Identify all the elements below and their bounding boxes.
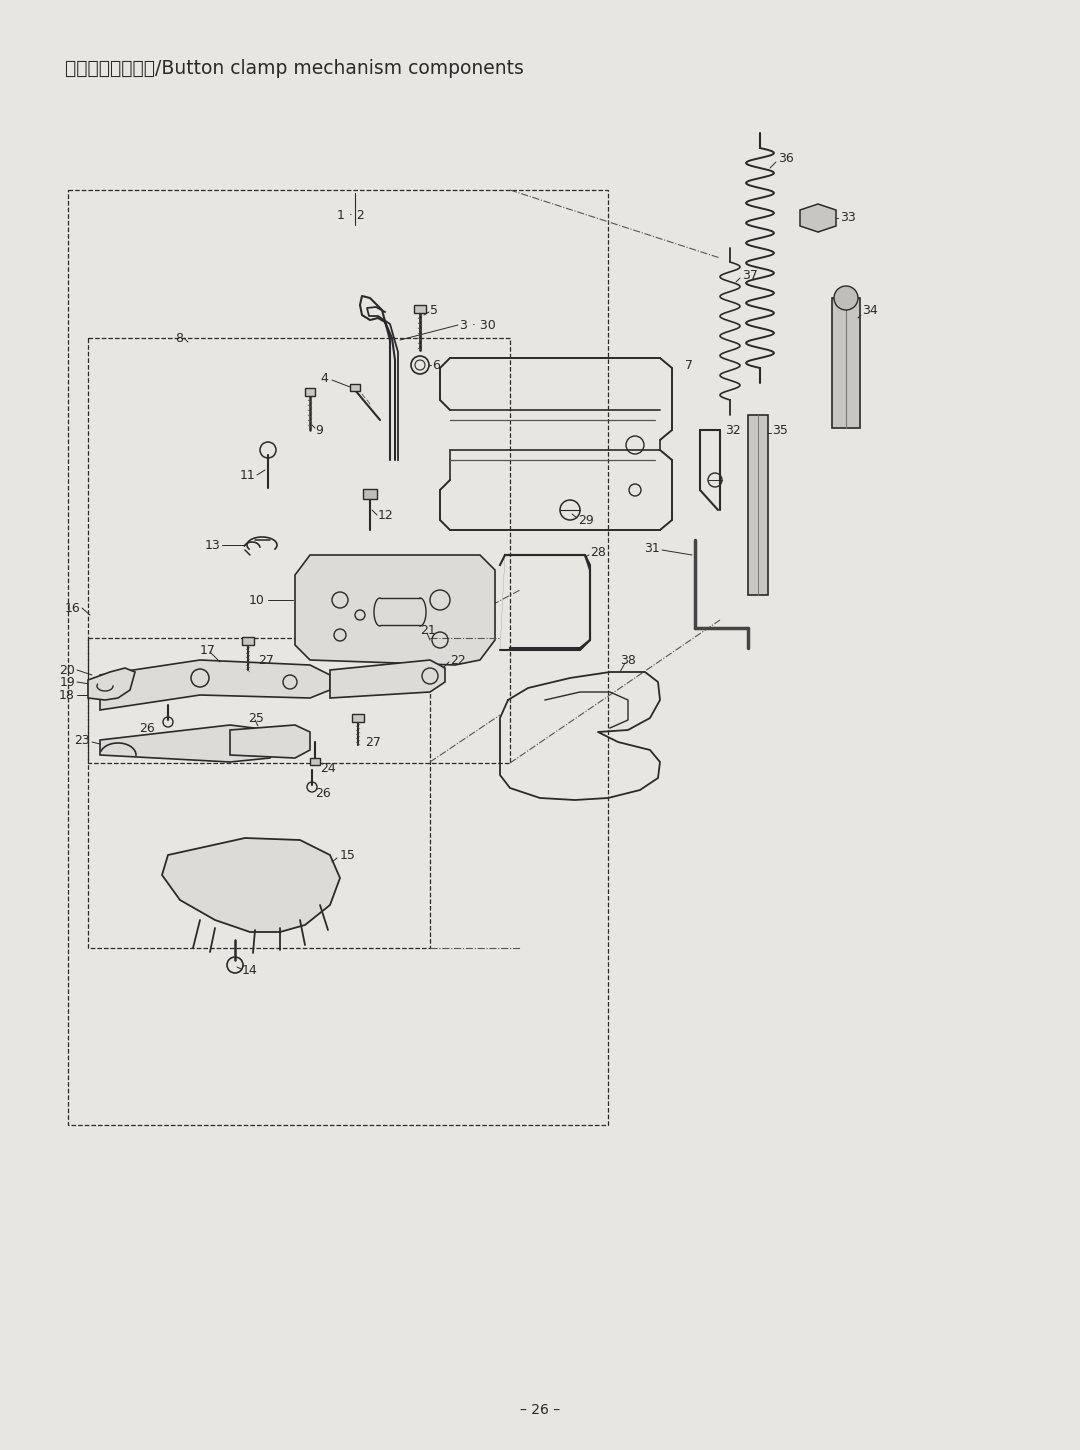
- Text: 11: 11: [240, 468, 255, 481]
- Bar: [87, 338, 510, 763]
- Bar: [87, 638, 430, 948]
- Text: 16: 16: [64, 602, 80, 615]
- Text: 22: 22: [450, 654, 465, 667]
- Circle shape: [834, 286, 858, 310]
- Text: 35: 35: [772, 423, 788, 436]
- Text: 21: 21: [420, 624, 435, 637]
- Text: 36: 36: [778, 151, 794, 164]
- Text: 12: 12: [378, 509, 394, 522]
- Text: 32: 32: [725, 423, 741, 436]
- Text: 19: 19: [59, 676, 75, 689]
- Bar: [352, 713, 364, 722]
- Polygon shape: [100, 725, 280, 763]
- Text: 23: 23: [75, 734, 90, 747]
- Bar: [414, 304, 426, 313]
- Text: 31: 31: [645, 541, 660, 554]
- Bar: [832, 299, 860, 428]
- Text: 27: 27: [258, 654, 274, 667]
- Text: 1 · 2: 1 · 2: [337, 209, 365, 222]
- Polygon shape: [87, 668, 135, 700]
- Text: 5: 5: [430, 303, 438, 316]
- Text: 17: 17: [200, 644, 216, 657]
- Text: 4: 4: [320, 371, 328, 384]
- Text: 一、鈕鈕机构部件/Button clamp mechanism components: 一、鈕鈕机构部件/Button clamp mechanism componen…: [65, 58, 524, 77]
- Text: – 26 –: – 26 –: [519, 1404, 561, 1417]
- Bar: [363, 489, 377, 499]
- Polygon shape: [800, 204, 836, 232]
- Text: 6: 6: [432, 358, 440, 371]
- Text: 25: 25: [248, 712, 264, 725]
- Text: 8: 8: [175, 332, 183, 345]
- Text: 14: 14: [242, 963, 258, 976]
- Polygon shape: [100, 660, 330, 710]
- Text: 29: 29: [578, 513, 594, 526]
- Polygon shape: [295, 555, 495, 666]
- Text: 10: 10: [249, 593, 265, 606]
- Text: 26: 26: [139, 722, 156, 735]
- Text: 38: 38: [620, 654, 636, 667]
- Bar: [748, 415, 768, 594]
- Bar: [310, 758, 320, 766]
- Text: 27: 27: [365, 735, 381, 748]
- Text: 20: 20: [59, 664, 75, 677]
- Text: 33: 33: [840, 210, 855, 223]
- Text: 34: 34: [862, 303, 878, 316]
- Bar: [68, 190, 608, 1125]
- Text: 13: 13: [204, 538, 220, 551]
- Text: 7: 7: [685, 358, 693, 371]
- Text: 28: 28: [590, 545, 606, 558]
- Polygon shape: [162, 838, 340, 932]
- Text: 9: 9: [315, 423, 323, 436]
- Bar: [242, 637, 254, 645]
- Text: 15: 15: [340, 848, 356, 861]
- Text: 18: 18: [59, 689, 75, 702]
- Polygon shape: [230, 725, 310, 758]
- Text: 37: 37: [742, 268, 758, 281]
- Text: 26: 26: [315, 786, 330, 799]
- Bar: [350, 384, 360, 392]
- Bar: [305, 389, 315, 396]
- Text: 24: 24: [320, 761, 336, 774]
- Text: 3 · 30: 3 · 30: [460, 319, 496, 332]
- Polygon shape: [330, 660, 445, 697]
